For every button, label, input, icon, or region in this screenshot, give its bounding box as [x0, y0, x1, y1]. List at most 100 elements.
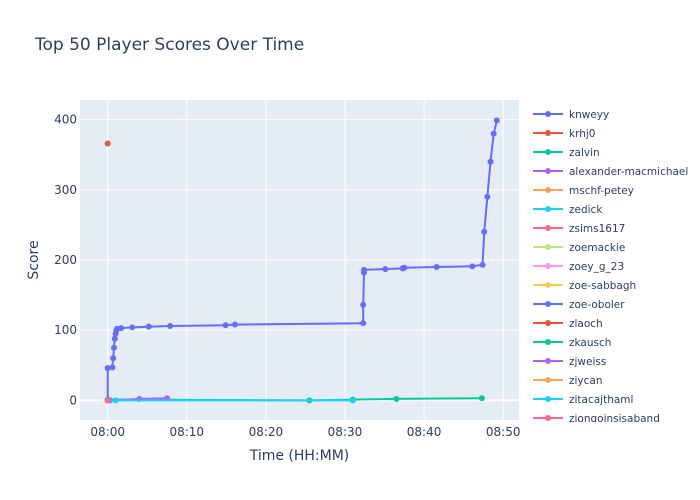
data-point — [104, 397, 111, 404]
x-tick-label: 08:20 — [249, 425, 284, 439]
legend-swatch-marker — [545, 282, 551, 288]
legend-swatch-marker — [545, 320, 551, 326]
legend-label: zedick — [569, 204, 603, 216]
data-point — [393, 395, 400, 402]
data-point — [129, 324, 136, 331]
data-point — [484, 193, 491, 200]
legend-swatch-marker — [545, 358, 551, 364]
legend-item[interactable]: ziycan — [533, 375, 603, 387]
data-point — [481, 228, 488, 235]
data-point — [111, 335, 118, 342]
chart-title: Top 50 Player Scores Over Time — [34, 35, 304, 55]
y-tick-label: 0 — [69, 393, 77, 407]
legend-label: zoe-sabbagh — [569, 280, 636, 292]
data-point — [433, 264, 440, 271]
legend-label: alexander-macmichael — [569, 166, 688, 178]
legend: knweyy krhj0 zalvin alexander-macmichael msc… — [533, 109, 688, 425]
legend-swatch-marker — [545, 149, 551, 155]
legend-item[interactable]: zjweiss — [533, 356, 606, 368]
series-krhj0 — [104, 140, 111, 147]
legend-item[interactable]: zoemackie — [533, 242, 625, 254]
data-point — [109, 364, 116, 371]
legend-swatch-marker — [545, 377, 551, 383]
legend-item[interactable]: zoe-sabbagh — [533, 280, 636, 292]
data-point — [360, 320, 367, 327]
legend-label: zoe-oboler — [569, 299, 625, 311]
data-point — [490, 130, 497, 137]
legend-label: zsims1617 — [569, 223, 625, 235]
data-point — [401, 264, 408, 271]
y-tick-label: 200 — [54, 253, 77, 267]
grid-lines — [80, 100, 519, 420]
legend-label: mschf-petey — [569, 185, 634, 197]
series-knweyy — [104, 117, 500, 404]
legend-label: ziongoinsisaband — [569, 413, 660, 425]
y-tick-label: 300 — [54, 183, 77, 197]
legend-swatch-marker — [545, 206, 551, 212]
legend-swatch-marker — [545, 263, 551, 269]
legend-item[interactable]: knweyy — [533, 109, 609, 121]
legend-item[interactable]: zedick — [533, 204, 603, 216]
data-point — [493, 117, 500, 124]
data-point — [349, 397, 356, 404]
data-point — [111, 344, 118, 351]
legend-item[interactable]: zkausch — [533, 337, 611, 349]
data-point — [382, 266, 389, 273]
y-tick-label: 400 — [54, 113, 77, 127]
legend-label: knweyy — [569, 109, 609, 121]
legend-swatch-marker — [545, 187, 551, 193]
x-tick-label: 08:10 — [169, 425, 204, 439]
series-layer — [104, 117, 500, 404]
legend-label: zlaoch — [569, 318, 603, 330]
x-tick-label: 08:40 — [407, 425, 442, 439]
legend-label: zkausch — [569, 337, 611, 349]
data-point — [118, 325, 125, 332]
data-point — [222, 322, 229, 329]
data-point — [232, 321, 239, 328]
legend-item[interactable]: mschf-petey — [533, 185, 634, 197]
y-axis-ticks: 0 100 200 300 400 — [54, 113, 77, 408]
legend-item[interactable]: zsims1617 — [533, 223, 625, 235]
legend-label: zjweiss — [569, 356, 606, 368]
legend-label: zalvin — [569, 147, 600, 159]
legend-item[interactable]: zoe-oboler — [533, 299, 625, 311]
legend-swatch-marker — [545, 111, 551, 117]
legend-item[interactable]: ziongoinsisaband — [533, 413, 660, 425]
legend-label: zoey_g_23 — [569, 261, 624, 273]
legend-swatch-marker — [545, 301, 551, 307]
data-point — [104, 140, 111, 147]
legend-item[interactable]: zlaoch — [533, 318, 603, 330]
data-point — [360, 301, 367, 308]
data-point — [469, 263, 476, 270]
x-axis-ticks: 08:00 08:10 08:20 08:30 08:40 08:50 — [90, 425, 520, 439]
data-point — [104, 365, 111, 372]
legend-swatch-marker — [545, 244, 551, 250]
x-axis-title: Time (HH:MM) — [249, 448, 350, 464]
legend-swatch-marker — [545, 396, 551, 402]
legend-swatch-marker — [545, 130, 551, 136]
x-tick-label: 08:50 — [486, 425, 521, 439]
legend-label: krhj0 — [569, 128, 595, 140]
x-tick-label: 08:30 — [328, 425, 363, 439]
legend-label: zoemackie — [569, 242, 625, 254]
data-point — [479, 261, 486, 268]
legend-swatch-marker — [545, 168, 551, 174]
data-point — [110, 355, 117, 362]
data-point — [112, 397, 119, 404]
legend-item[interactable]: zoey_g_23 — [533, 261, 624, 273]
y-tick-label: 100 — [54, 323, 77, 337]
legend-item[interactable]: zitacajthaml — [533, 394, 633, 406]
legend-label: ziycan — [569, 375, 603, 387]
data-point — [167, 322, 174, 329]
legend-label: zitacajthaml — [569, 394, 633, 406]
x-tick-label: 08:00 — [90, 425, 125, 439]
legend-item[interactable]: krhj0 — [533, 128, 595, 140]
data-point — [360, 266, 367, 273]
legend-swatch-marker — [545, 339, 551, 345]
legend-item[interactable]: alexander-macmichael — [533, 166, 688, 178]
legend-item[interactable]: zalvin — [533, 147, 600, 159]
legend-swatch-marker — [545, 225, 551, 231]
data-point — [145, 323, 152, 330]
data-point — [487, 158, 494, 165]
